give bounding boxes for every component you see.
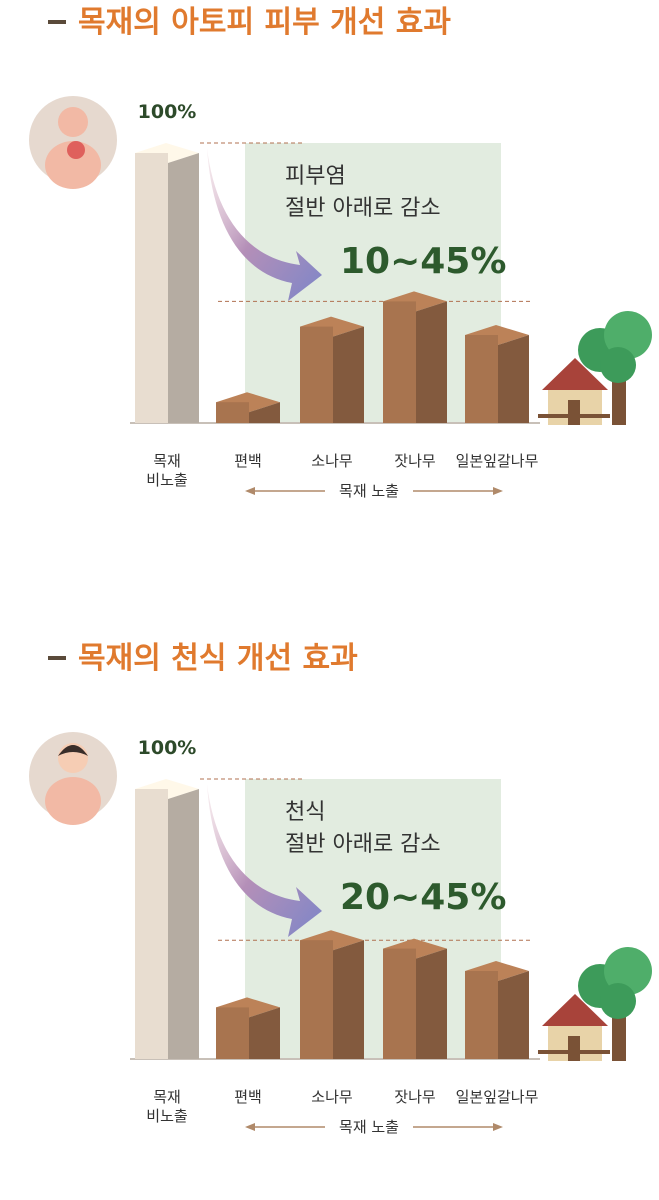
value-label: 100% xyxy=(138,737,197,759)
bar-side xyxy=(168,153,199,423)
bar-side xyxy=(333,940,364,1059)
exposed-band xyxy=(245,779,501,1059)
arrow-head xyxy=(245,487,255,495)
icon-rash xyxy=(67,141,85,159)
bar-side xyxy=(333,327,364,423)
icon-body xyxy=(45,777,101,825)
bar-side xyxy=(416,301,447,423)
bar-side xyxy=(416,949,447,1059)
x-tick-label: 일본잎갈나무 xyxy=(442,452,552,471)
house-fence xyxy=(538,414,610,418)
arrow-head xyxy=(245,1123,255,1131)
annotation-topic: 피부염 xyxy=(285,164,346,189)
tree-leaf xyxy=(600,983,636,1019)
bar xyxy=(383,301,416,423)
bar-side xyxy=(498,971,529,1059)
house-door xyxy=(568,400,580,425)
infographic: 목재의 아토피 피부 개선 효과 100% 피부염절반 아래로 감소 10~45% 목재… xyxy=(0,0,659,1200)
bar xyxy=(216,1007,249,1059)
arrow-head xyxy=(493,1123,503,1131)
annotation-topic: 천식 xyxy=(285,800,325,825)
bar xyxy=(300,940,333,1059)
annotation-text: 절반 아래로 감소 xyxy=(285,832,441,857)
group-label: 목재 노출 xyxy=(339,482,399,500)
annotation-text: 절반 아래로 감소 xyxy=(285,196,441,221)
title-dash xyxy=(48,20,66,24)
bar-side xyxy=(498,335,529,423)
bar xyxy=(300,327,333,423)
annotation-range: 10~45% xyxy=(340,241,506,282)
chart-title: 목재의 천식 개선 효과 xyxy=(78,641,358,676)
bar xyxy=(216,402,249,423)
annotation-range: 20~45% xyxy=(340,877,506,918)
icon-head xyxy=(58,107,88,137)
bar xyxy=(135,789,168,1059)
exposed-band xyxy=(245,143,501,423)
bar xyxy=(465,971,498,1059)
house-door xyxy=(568,1036,580,1061)
x-tick-label: 일본잎갈나무 xyxy=(442,1088,552,1107)
bar xyxy=(465,335,498,423)
house-fence xyxy=(538,1050,610,1054)
title-dash xyxy=(48,656,66,660)
group-label: 목재 노출 xyxy=(339,1118,399,1136)
tree-leaf xyxy=(600,347,636,383)
bar xyxy=(135,153,168,423)
chart-title: 목재의 아토피 피부 개선 효과 xyxy=(78,5,451,40)
arrow-head xyxy=(493,487,503,495)
page: 목재의 아토피 피부 개선 효과 100% 피부염절반 아래로 감소 10~45% 목재… xyxy=(0,0,659,1200)
value-label: 100% xyxy=(138,101,197,123)
bar-side xyxy=(168,789,199,1059)
bar xyxy=(383,949,416,1059)
